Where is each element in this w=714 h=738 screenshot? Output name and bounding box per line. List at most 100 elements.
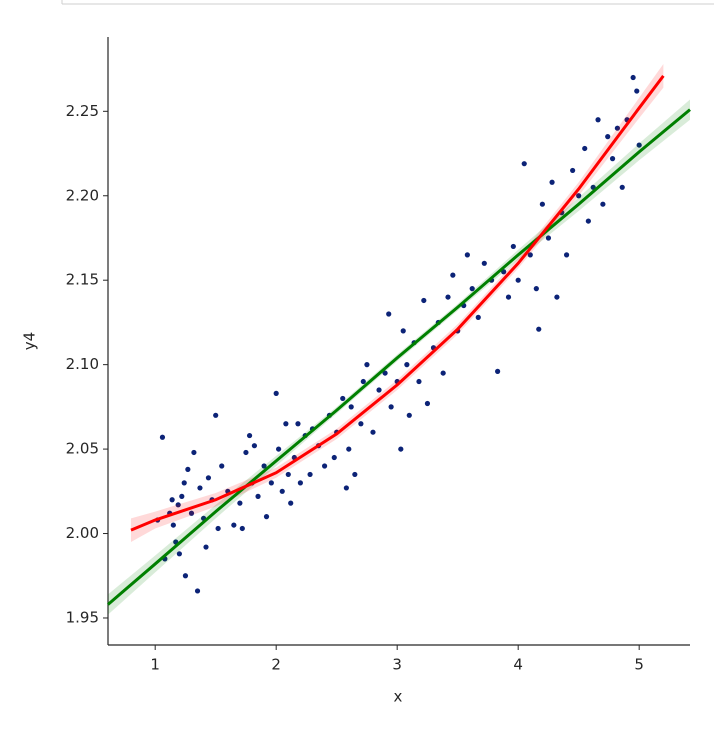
y-axis-label: y4 — [21, 332, 39, 350]
point — [421, 297, 427, 304]
point — [576, 193, 582, 199]
point — [268, 480, 274, 486]
point — [585, 218, 591, 224]
point — [239, 525, 245, 532]
point — [364, 362, 370, 368]
point — [614, 125, 621, 131]
point — [360, 378, 366, 385]
point — [469, 286, 475, 292]
point — [159, 434, 166, 440]
point — [515, 277, 521, 283]
point — [169, 497, 175, 503]
point — [554, 294, 560, 300]
point — [400, 328, 406, 334]
point — [570, 167, 576, 174]
y-tick-label: 2.15 — [66, 271, 99, 289]
point — [176, 551, 182, 557]
point — [219, 463, 225, 469]
y-tick-label: 2.10 — [66, 355, 99, 373]
point — [251, 443, 258, 449]
point — [600, 201, 606, 207]
point — [634, 88, 640, 94]
point — [386, 311, 392, 317]
point — [181, 480, 187, 486]
point — [175, 502, 181, 508]
point — [205, 475, 212, 481]
point — [321, 463, 328, 469]
point — [215, 525, 221, 532]
point — [445, 294, 451, 300]
point — [404, 362, 410, 368]
point — [352, 471, 358, 478]
point — [481, 260, 487, 266]
point — [533, 286, 539, 292]
point — [636, 142, 642, 148]
point — [295, 421, 301, 427]
x-tick-label: 3 — [392, 656, 402, 674]
point — [179, 493, 185, 499]
point — [358, 421, 364, 427]
confidence-band — [130, 64, 664, 542]
y-tick-label: 2.20 — [66, 186, 99, 204]
point — [331, 454, 337, 461]
point — [182, 573, 189, 579]
point — [197, 485, 203, 491]
point — [285, 471, 291, 478]
point — [406, 412, 412, 418]
point — [510, 243, 516, 250]
point — [495, 368, 501, 374]
point — [440, 370, 446, 376]
point — [521, 161, 527, 167]
point — [279, 488, 285, 494]
fit-line — [130, 74, 665, 532]
point — [194, 588, 201, 594]
point — [343, 485, 349, 491]
y-tick-label: 2.00 — [66, 524, 99, 542]
point — [545, 235, 552, 241]
point — [348, 404, 354, 410]
point — [398, 446, 404, 452]
point — [243, 449, 249, 456]
point — [505, 294, 512, 300]
point — [346, 446, 352, 452]
point — [185, 466, 191, 472]
point — [203, 544, 209, 550]
point — [261, 463, 267, 469]
x-axis-label: x — [394, 688, 403, 706]
point — [255, 493, 261, 499]
point — [549, 179, 555, 185]
point — [536, 326, 542, 332]
point — [370, 429, 376, 435]
point — [191, 449, 197, 456]
point — [307, 471, 313, 478]
point — [609, 156, 616, 162]
point — [283, 421, 289, 427]
point — [273, 390, 279, 396]
point — [416, 378, 422, 385]
point — [464, 252, 470, 258]
point — [188, 510, 195, 516]
point — [288, 500, 294, 506]
point — [297, 480, 303, 486]
point — [475, 314, 481, 320]
point — [263, 514, 270, 520]
point — [619, 184, 625, 190]
fit-line — [107, 108, 691, 606]
point — [630, 74, 636, 81]
point — [246, 432, 253, 439]
point — [237, 500, 243, 506]
point — [382, 370, 388, 376]
point — [582, 145, 588, 152]
y-tick-label: 2.25 — [66, 102, 99, 120]
point — [605, 134, 611, 140]
point — [527, 252, 533, 258]
point — [563, 252, 570, 258]
point — [170, 522, 176, 528]
point — [276, 446, 282, 452]
point — [231, 522, 237, 528]
point — [539, 201, 545, 207]
point — [424, 400, 431, 407]
y-tick-label: 1.95 — [66, 608, 99, 626]
point — [376, 387, 382, 393]
